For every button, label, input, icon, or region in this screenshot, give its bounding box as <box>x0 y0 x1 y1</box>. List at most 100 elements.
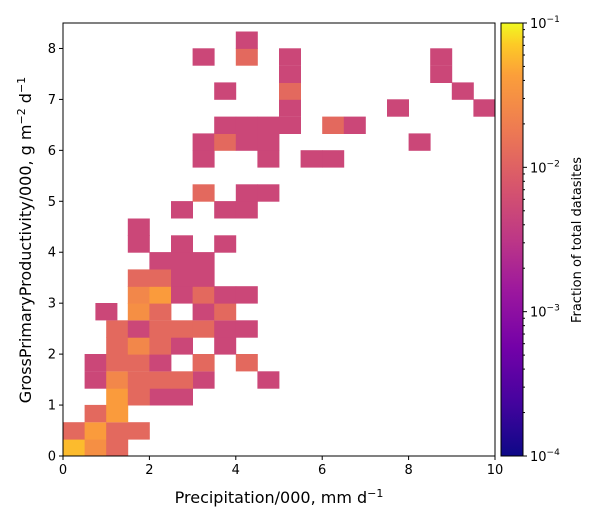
y-tick-label: 8 <box>48 42 56 57</box>
heatmap-cell <box>214 82 237 100</box>
heatmap-cell <box>127 337 150 355</box>
heatmap-cell <box>192 133 215 151</box>
heatmap-cell <box>171 337 193 355</box>
heatmap-cell <box>214 303 237 321</box>
heatmap-cell <box>214 116 237 134</box>
heatmap-cell <box>149 388 172 406</box>
heatmap-cell <box>257 150 280 168</box>
heatmap-cell <box>171 388 193 406</box>
y-tick-label: 7 <box>48 93 56 108</box>
y-tick-label: 0 <box>48 450 56 465</box>
heatmap-cell <box>149 303 172 321</box>
heatmap-cell <box>84 371 107 389</box>
heatmap-cell <box>214 133 237 151</box>
heatmap-cell <box>192 320 215 338</box>
heatmap-cell <box>149 269 172 287</box>
colorbar <box>500 22 524 457</box>
colorbar-tick-label: 10−1 <box>530 15 560 32</box>
heatmap-cell <box>127 371 150 389</box>
heatmap-cell <box>127 388 150 406</box>
colorbar-ticks: 10−1 10−2 10−3 10−4 <box>523 15 560 465</box>
heatmap-cell <box>106 320 129 338</box>
heatmap-cell <box>430 48 453 66</box>
heatmap-cell <box>387 99 409 117</box>
heatmap-cell <box>127 218 150 236</box>
heatmap-cell <box>192 354 215 372</box>
heatmap-cell <box>63 422 85 440</box>
heatmap-cell <box>235 286 258 304</box>
heatmap-cell <box>127 303 150 321</box>
heatmap-cell <box>106 337 129 355</box>
x-tick-label: 10 <box>487 463 504 478</box>
y-axis: 0 1 2 3 4 5 6 7 8 <box>48 42 63 465</box>
y-tick-label: 1 <box>48 399 56 414</box>
heatmap-cell <box>63 439 85 457</box>
heatmap-cell <box>171 269 193 287</box>
x-tick-label: 2 <box>145 463 153 478</box>
heatmap-cell <box>127 286 150 304</box>
heatmap-cell <box>127 354 150 372</box>
heatmap-cell <box>171 286 193 304</box>
heatmap-cell <box>149 320 172 338</box>
heatmap-cell <box>84 422 107 440</box>
heatmap-cell <box>257 184 280 202</box>
heatmap-cell <box>279 82 301 100</box>
heatmap-cell <box>171 235 193 253</box>
x-tick-label: 4 <box>232 463 240 478</box>
x-tick-label: 0 <box>59 463 67 478</box>
heatmap-cell <box>257 133 280 151</box>
y-tick-label: 6 <box>48 144 56 159</box>
heatmap-cell <box>279 48 301 66</box>
heatmap-cell <box>171 371 193 389</box>
heatmap-cell <box>192 303 215 321</box>
heatmap-cell <box>192 269 215 287</box>
heatmap-cell <box>279 116 301 134</box>
heatmap-cell <box>235 48 258 66</box>
heatmap-cell <box>235 320 258 338</box>
heatmap-cell <box>192 48 215 66</box>
x-tick-label: 6 <box>318 463 326 478</box>
heatmap-cell <box>235 201 258 219</box>
heatmap-cell <box>106 371 129 389</box>
y-tick-label: 5 <box>48 195 56 210</box>
heatmap-cell <box>192 286 215 304</box>
heatmap-cell <box>300 150 323 168</box>
heatmap-cell <box>127 235 150 253</box>
plot-frame <box>62 22 496 457</box>
colorbar-tick-label: 10−2 <box>530 159 560 176</box>
x-axis: 0 2 4 6 8 10 <box>59 456 503 478</box>
heatmap-cell <box>257 116 280 134</box>
heatmap-cell <box>473 99 496 117</box>
heatmap-cell <box>235 31 258 49</box>
y-tick-label: 4 <box>48 246 56 261</box>
heatmap-cell <box>149 371 172 389</box>
heatmap-cell <box>127 422 150 440</box>
y-tick-label: 3 <box>48 297 56 312</box>
heatmap-cell <box>214 286 237 304</box>
heatmap-cell <box>235 133 258 151</box>
heatmap-cell <box>214 235 237 253</box>
heatmap-cell <box>95 303 118 321</box>
heatmap-cell <box>149 286 172 304</box>
heatmap-cell <box>106 388 129 406</box>
heatmap-cell <box>214 337 237 355</box>
heatmap-cell <box>322 150 345 168</box>
heatmap-cell <box>192 184 215 202</box>
x-axis-label: Precipitation/000, mm d−1 <box>175 487 384 507</box>
heatmap-cell <box>171 320 193 338</box>
heatmap-cell <box>192 371 215 389</box>
heatmap-cell <box>149 252 172 270</box>
heatmap-cell <box>149 337 172 355</box>
colorbar-tick-label: 10−3 <box>530 304 560 321</box>
heatmap-cell <box>84 404 107 423</box>
heatmap-cell <box>84 354 107 372</box>
y-axis-label: GrossPrimaryProductivity/000, g m−2 d−1 <box>15 77 35 403</box>
heatmap-cell <box>343 116 366 134</box>
heatmap-cell <box>171 252 193 270</box>
heatmap-cell <box>84 439 107 457</box>
heatmap-cell <box>106 404 129 423</box>
heatmap-cell <box>279 99 301 117</box>
heatmap-cell <box>149 354 172 372</box>
heatmap-cell <box>235 184 258 202</box>
heatmap-cell <box>106 354 129 372</box>
